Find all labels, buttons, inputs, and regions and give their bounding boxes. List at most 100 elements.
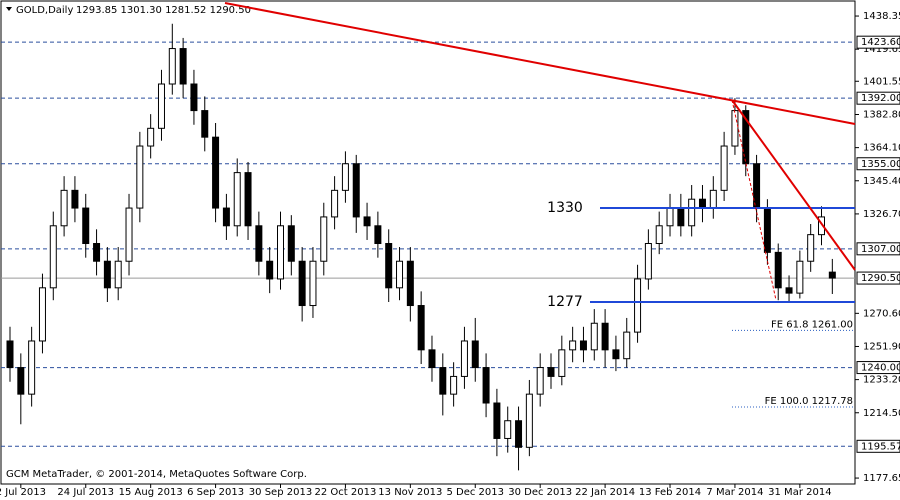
candle-body (666, 207, 674, 227)
candle-body (536, 367, 544, 395)
y-tick-label: 1345.40 (863, 176, 900, 187)
candle-body (709, 189, 717, 209)
candle-body (818, 216, 825, 236)
candle-body (71, 189, 79, 209)
level-line-label: 1240.00 (861, 363, 900, 374)
fib-label: FE 61.8 1261.00 (771, 319, 853, 330)
candle-body (417, 305, 425, 351)
candle-body (374, 225, 382, 245)
candle-body (634, 278, 642, 333)
y-tick-label: 1401.55 (863, 76, 900, 87)
x-tick-label: 2 Jul 2013 (0, 487, 46, 498)
candle-body (82, 207, 90, 245)
candle-body (38, 287, 46, 342)
candle-body (796, 260, 804, 294)
y-tick-label: 1233.20 (863, 375, 900, 386)
candle-body (688, 198, 696, 227)
candle-body (460, 340, 468, 377)
y-tick-label: 1438.35 (863, 11, 900, 22)
candle-body (698, 198, 706, 209)
candle-body (482, 367, 490, 404)
candle-body (406, 260, 414, 307)
ohlc-header: 1293.85 1301.30 1281.52 1290.50 (76, 5, 251, 16)
menu-icon[interactable] (6, 7, 12, 11)
candle-body (471, 340, 479, 369)
candle-body (341, 163, 349, 191)
sr-label: 1330 (547, 200, 583, 216)
candle-body (266, 260, 274, 280)
candle-body (753, 163, 761, 209)
candle-body (569, 340, 577, 351)
candle-body (136, 145, 144, 209)
x-tick-label: 31 Mar 2014 (768, 487, 831, 498)
candle-body (147, 127, 155, 147)
trend-dashed (731, 99, 777, 301)
candle-body (320, 216, 328, 262)
candle-body (644, 243, 652, 280)
candle-body (179, 48, 187, 85)
x-tick-label: 7 Mar 2014 (706, 487, 763, 498)
candle-body (428, 349, 436, 369)
candle-body (396, 260, 404, 289)
candle-body (493, 402, 501, 439)
current-price-label: 1290.50 (861, 273, 900, 284)
candle-body (103, 260, 111, 289)
candle-body (309, 260, 317, 307)
candle-body (579, 340, 587, 351)
trend-line (224, 2, 856, 125)
y-tick-label: 1419.65 (863, 44, 900, 55)
candle-body (558, 349, 566, 377)
candle-body (60, 189, 68, 227)
level-line-box (856, 157, 900, 171)
x-tick-label: 15 Aug 2013 (119, 487, 183, 498)
candle-body (623, 331, 631, 360)
candle-body (255, 225, 263, 262)
current-price-box (856, 271, 900, 285)
x-tick-label: 22 Oct 2013 (315, 487, 377, 498)
candle-body (212, 136, 220, 209)
candle-body (6, 340, 14, 369)
candle-body (17, 367, 25, 395)
y-tick-label: 1214.50 (863, 408, 900, 419)
y-tick-label: 1364.10 (863, 143, 900, 154)
candle-body (201, 110, 209, 138)
candle-body (525, 393, 533, 448)
plot-frame (0, 0, 856, 485)
candle-body (785, 287, 793, 294)
level-line-label: 1392.00 (861, 93, 900, 104)
candle-body (222, 207, 230, 227)
candle-body (277, 225, 284, 280)
candle-body (385, 243, 393, 289)
candle-body (601, 322, 609, 351)
candle-body (233, 172, 241, 227)
candle-body (774, 251, 782, 289)
x-tick-label: 30 Dec 2013 (508, 487, 572, 498)
candle-body (49, 225, 57, 289)
trend-line (731, 99, 856, 271)
level-line-label: 1423.60 (861, 37, 900, 48)
y-tick-label: 1382.80 (863, 109, 900, 120)
candle-body (763, 207, 771, 253)
x-tick-label: 30 Sep 2013 (249, 487, 312, 498)
candle-body (720, 145, 728, 191)
level-line-box (856, 35, 900, 49)
footer: GCM MetaTrader, © 2001-2014, MetaQuotes … (6, 469, 307, 480)
level-line-box (856, 91, 900, 105)
candle-body (612, 349, 620, 360)
candle-body (363, 216, 371, 227)
candle-body (157, 83, 165, 129)
candle-body (168, 48, 176, 85)
candle-body (504, 420, 512, 439)
candle-body (547, 367, 555, 377)
candle-body (287, 225, 295, 262)
candle-body (655, 225, 663, 245)
candle-body (298, 260, 306, 307)
candle-body (828, 271, 836, 279)
candle-body (677, 207, 685, 227)
candle-body (515, 420, 523, 448)
candle-body (244, 172, 252, 227)
chart-title: GOLD,Daily (16, 5, 73, 16)
candle-body (439, 367, 447, 395)
